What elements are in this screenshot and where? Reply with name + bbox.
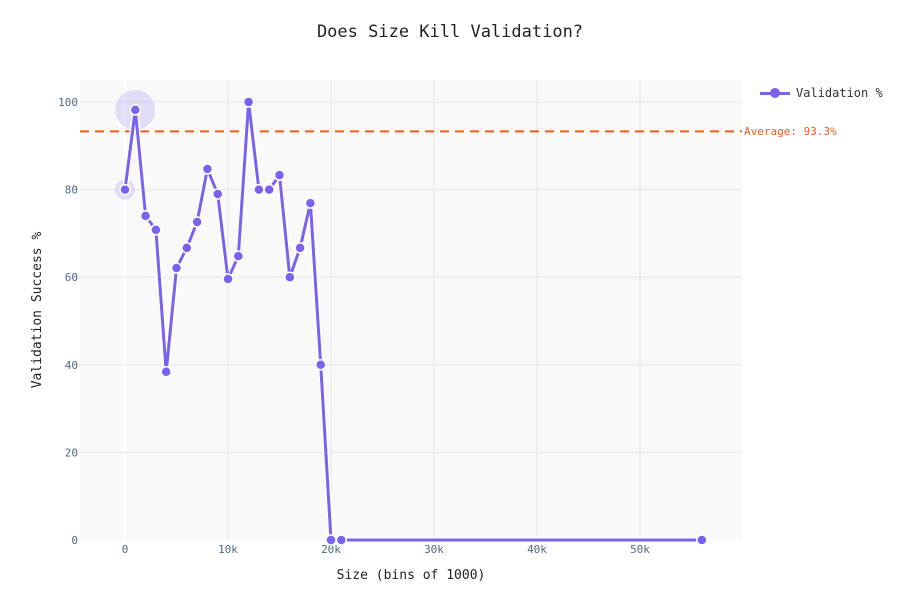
data-point[interactable] bbox=[191, 216, 203, 228]
y-tick-label: 80 bbox=[65, 184, 78, 197]
data-point[interactable] bbox=[211, 188, 224, 200]
data-point[interactable] bbox=[314, 359, 327, 371]
x-tick-label: 0 bbox=[122, 543, 129, 556]
data-point[interactable] bbox=[181, 242, 193, 254]
legend-label: Validation % bbox=[796, 86, 883, 100]
y-tick-label: 100 bbox=[58, 96, 78, 109]
x-tick-label: 50k bbox=[630, 543, 650, 556]
x-tick-label: 10k bbox=[218, 543, 238, 556]
data-point[interactable] bbox=[325, 534, 337, 546]
average-label: Average: 93.3% bbox=[744, 125, 837, 138]
data-point[interactable] bbox=[242, 96, 255, 108]
x-tick-label: 40k bbox=[527, 543, 547, 556]
x-axis-title: Size (bins of 1000) bbox=[337, 568, 486, 583]
data-point[interactable] bbox=[253, 183, 265, 196]
data-point[interactable] bbox=[284, 271, 296, 283]
data-point[interactable] bbox=[294, 242, 306, 254]
data-point[interactable] bbox=[201, 163, 214, 175]
data-point[interactable] bbox=[119, 183, 131, 196]
data-point[interactable] bbox=[273, 169, 286, 181]
plot-background bbox=[80, 80, 742, 540]
data-point[interactable] bbox=[150, 224, 162, 236]
data-point[interactable] bbox=[222, 273, 234, 285]
y-axis-title: Validation Success % bbox=[30, 232, 45, 389]
data-point[interactable] bbox=[263, 183, 275, 196]
data-point[interactable] bbox=[304, 197, 317, 209]
y-tick-label: 40 bbox=[65, 359, 78, 372]
data-point[interactable] bbox=[232, 250, 245, 262]
y-tick-label: 60 bbox=[65, 271, 78, 284]
legend-line-marker-icon bbox=[760, 86, 790, 100]
x-tick-label: 20k bbox=[321, 543, 341, 556]
x-tick-label: 30k bbox=[424, 543, 444, 556]
y-tick-label: 20 bbox=[65, 446, 78, 459]
data-point[interactable] bbox=[335, 534, 348, 546]
y-tick-label: 0 bbox=[71, 534, 78, 547]
data-point[interactable] bbox=[139, 210, 152, 222]
data-point[interactable] bbox=[696, 534, 708, 546]
data-point[interactable] bbox=[170, 262, 183, 274]
data-point[interactable] bbox=[160, 366, 172, 378]
chart-title: Does Size Kill Validation? bbox=[316, 22, 584, 42]
data-point[interactable] bbox=[129, 104, 142, 116]
legend[interactable]: Validation % bbox=[760, 86, 883, 100]
